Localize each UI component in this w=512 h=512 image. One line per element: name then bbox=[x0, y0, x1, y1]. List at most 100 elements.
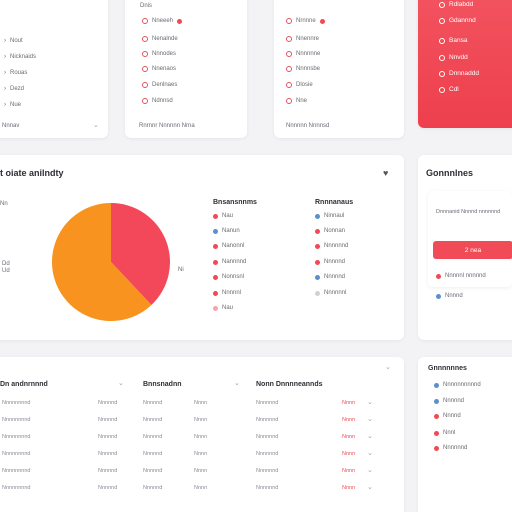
table-header[interactable]: Dn andnrnnnd bbox=[0, 381, 48, 388]
list-item[interactable]: Nne bbox=[286, 98, 307, 104]
chevron-down-icon[interactable]: ⌄ bbox=[118, 380, 124, 387]
chevron-down-icon[interactable]: ⌄ bbox=[367, 467, 373, 474]
list-item[interactable]: Nnnnsbe bbox=[286, 66, 320, 72]
table-cell: Nnnn bbox=[342, 485, 356, 491]
legend-item: Nau bbox=[213, 213, 233, 219]
legend-dot-icon bbox=[213, 228, 218, 234]
list-item[interactable]: › Nue bbox=[4, 102, 22, 108]
chevron-down-icon[interactable]: ⌄ bbox=[367, 484, 373, 491]
list-item[interactable]: Nnennre bbox=[286, 36, 319, 42]
list-item[interactable]: Denlnaes bbox=[142, 82, 177, 88]
legend-item: Nonnsnl bbox=[213, 274, 244, 280]
chevron-down-icon[interactable]: ⌄ bbox=[367, 433, 373, 440]
circle-icon bbox=[286, 18, 292, 24]
legend-dot-icon bbox=[315, 290, 320, 296]
list-item[interactable]: Nneeeh bbox=[142, 18, 183, 24]
table-cell: Nnnn bbox=[194, 468, 208, 474]
table-cell: Nnnnnd bbox=[143, 417, 163, 423]
pie-slice[interactable] bbox=[52, 203, 152, 321]
menu-item[interactable]: Dnnnaddd bbox=[439, 70, 479, 77]
side-label: Ud bbox=[2, 268, 10, 274]
circle-icon bbox=[439, 86, 445, 93]
table-header[interactable]: Nonn Dnnnneannds bbox=[256, 381, 323, 388]
legend-dot-icon bbox=[213, 274, 218, 280]
list-item[interactable]: Nnnnnd bbox=[434, 398, 464, 404]
legend-dot-icon bbox=[315, 274, 320, 280]
table-cell: Nnnn bbox=[342, 468, 356, 474]
events-card: Gnnnnnnes Nnnnnnnnnnd Nnnnnd Nnnnd Nnnl … bbox=[418, 357, 512, 512]
legend-item: Nonnan bbox=[315, 228, 345, 234]
legend-item: Nau bbox=[213, 305, 233, 311]
list-item[interactable]: Ndnnsd bbox=[142, 98, 173, 104]
list-item[interactable]: Nnnl bbox=[434, 430, 455, 436]
legend-title: Bnsansnnms bbox=[213, 199, 257, 206]
top-right-red-card: Rdlabdd Gdannnd Bansa Nnvdd Dnnnaddd Cdl bbox=[418, 0, 512, 128]
connections-card: Gonnnlnes Dnnnanid Nnnnd nnnnnnd 2 nea N… bbox=[418, 155, 512, 340]
status-dot-icon bbox=[434, 445, 439, 451]
list-item[interactable]: › Nicknaids bbox=[4, 54, 37, 60]
list-item[interactable]: Nnenaos bbox=[142, 66, 176, 72]
table-cell: Nnnnnd bbox=[143, 485, 163, 491]
menu-item[interactable]: Cdl bbox=[439, 86, 459, 93]
table-card: Dn andnrnnnd ⌄ Bnnsnadnn ⌄ Nonn Dnnnnean… bbox=[0, 357, 404, 512]
list-item-label: Nue bbox=[10, 102, 22, 108]
list-item[interactable]: Nrnnne bbox=[286, 18, 325, 24]
table-cell: Nnnn bbox=[194, 485, 208, 491]
list-item[interactable]: Nenalnde bbox=[142, 36, 178, 42]
list-item[interactable]: › Rouas bbox=[4, 70, 28, 76]
menu-item[interactable]: Nnvdd bbox=[439, 54, 468, 61]
chevron-down-icon[interactable]: ⌄ bbox=[385, 364, 391, 371]
table-cell: Nnnnnnd bbox=[256, 485, 279, 491]
circle-icon bbox=[142, 36, 148, 42]
list-item[interactable]: Nnnnnl nnnnnd bbox=[436, 273, 486, 279]
status-dot-icon bbox=[434, 398, 439, 404]
activity-title: t oiate anilndty bbox=[0, 168, 64, 178]
pie-slice[interactable] bbox=[111, 203, 170, 306]
list-item[interactable]: Dlosie bbox=[286, 82, 313, 88]
table-cell: Nnnn bbox=[342, 400, 356, 406]
chevron-down-icon[interactable]: ⌄ bbox=[367, 416, 373, 423]
connections-panel: Dnnnanid Nnnnd nnnnnnd 2 nea Nnnnnl nnnn… bbox=[428, 191, 512, 287]
chevron-down-icon[interactable]: ⌄ bbox=[234, 380, 240, 387]
status-dot-icon bbox=[434, 430, 439, 436]
circle-icon bbox=[439, 70, 445, 77]
chevron-down-icon[interactable]: ⌄ bbox=[367, 399, 373, 406]
list-item[interactable]: Nnnodes bbox=[142, 51, 176, 57]
status-dot-icon bbox=[436, 293, 441, 299]
top-mid-card-2: Nrnnne Nnennre Nnnnnne Nnnnsbe Dlosie Nn… bbox=[274, 0, 404, 138]
heart-icon[interactable]: ♥ bbox=[383, 168, 389, 178]
table-cell: Nnnnnd bbox=[143, 400, 163, 406]
list-item[interactable]: Nnnnnne bbox=[286, 51, 320, 57]
table-cell: Nnnnnnnnd bbox=[2, 468, 31, 474]
table-cell: Nnnnnnd bbox=[256, 417, 279, 423]
circle-icon bbox=[286, 66, 292, 72]
circle-icon bbox=[439, 54, 445, 61]
chevron-down-icon[interactable]: ⌄ bbox=[367, 450, 373, 457]
legend-dot-icon bbox=[213, 213, 218, 219]
table-cell: Nnnn bbox=[194, 451, 208, 457]
table-cell: Nnnnnnnnd bbox=[2, 417, 31, 423]
list-item[interactable]: › Nout bbox=[4, 38, 23, 44]
table-cell: Nnnnnd bbox=[143, 434, 163, 440]
activity-card: t oiate anilndty Nn Dd Ud Ni Bnsansnnms … bbox=[0, 155, 404, 340]
list-item[interactable]: › Dezd bbox=[4, 86, 25, 92]
circle-icon bbox=[286, 36, 292, 42]
menu-item[interactable]: Gdannnd bbox=[439, 17, 476, 24]
list-item-label: Rouas bbox=[10, 70, 28, 76]
chevron-down-icon[interactable]: ⌄ bbox=[93, 122, 99, 129]
legend-item: Nanonnl bbox=[213, 243, 244, 249]
circle-icon bbox=[142, 18, 148, 24]
list-item[interactable]: Nnnnnnd bbox=[434, 445, 467, 451]
table-cell: Nnnn bbox=[194, 434, 208, 440]
list-item[interactable]: Nnnnnnnnnnd bbox=[434, 382, 481, 388]
table-header[interactable]: Bnnsnadnn bbox=[143, 381, 182, 388]
status-dot-icon bbox=[319, 18, 325, 24]
connect-button[interactable]: 2 nea bbox=[433, 241, 512, 259]
table-cell: Nnnn bbox=[342, 417, 356, 423]
circle-icon bbox=[439, 17, 445, 24]
list-item[interactable]: Nnnnd bbox=[436, 293, 463, 299]
card-footer: Rnrnnr Nnnnnn Nrna bbox=[139, 123, 195, 129]
menu-item[interactable]: Rdlabdd bbox=[439, 1, 473, 8]
menu-item[interactable]: Bansa bbox=[439, 37, 467, 44]
list-item[interactable]: Nnnnd bbox=[434, 413, 461, 419]
